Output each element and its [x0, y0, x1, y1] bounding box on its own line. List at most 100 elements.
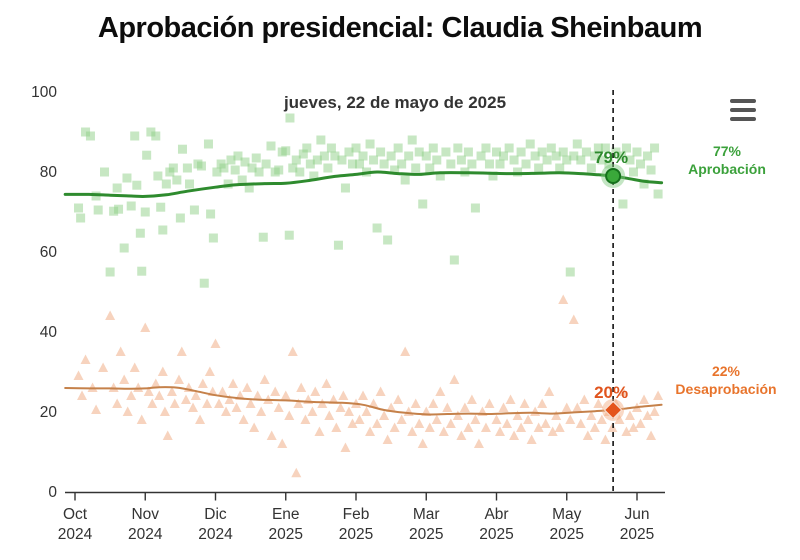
- approval-poll-point: [467, 159, 477, 169]
- approval-poll-point: [425, 163, 435, 173]
- approval-poll-point: [284, 230, 294, 240]
- x-tick-month-label: Dic: [204, 506, 227, 523]
- disapproval-poll-point: [256, 406, 267, 416]
- disapproval-poll-point: [140, 322, 151, 332]
- approval-poll-point: [604, 159, 614, 169]
- disapproval-poll-point: [277, 438, 288, 448]
- disapproval-poll-point: [112, 398, 123, 408]
- disapproval-highlight-marker[interactable]: [603, 400, 623, 420]
- disapproval-poll-point: [480, 422, 491, 432]
- approval-poll-point: [312, 155, 322, 165]
- approval-poll-point: [495, 159, 505, 169]
- disapproval-poll-point: [238, 414, 249, 424]
- approval-poll-point: [404, 151, 414, 161]
- disapproval-poll-point: [284, 410, 295, 420]
- approval-poll-point: [74, 203, 84, 213]
- disapproval-poll-point: [509, 430, 520, 440]
- approval-poll-point: [446, 159, 456, 169]
- approval-poll-point: [126, 201, 136, 211]
- disapproval-poll-point: [424, 422, 435, 432]
- disapproval-poll-point: [143, 386, 154, 396]
- disapproval-poll-point: [307, 406, 318, 416]
- approval-poll-point: [305, 159, 315, 169]
- approval-end-value: 77%: [712, 143, 742, 159]
- approval-poll-point: [244, 183, 254, 193]
- y-tick-label: 40: [40, 324, 58, 341]
- approval-poll-point: [625, 155, 635, 165]
- disapproval-poll-point: [456, 430, 467, 440]
- disapproval-poll-point: [470, 414, 481, 424]
- approval-poll-point: [212, 167, 222, 177]
- approval-poll-point: [509, 155, 519, 165]
- approval-poll-point: [158, 225, 168, 235]
- approval-poll-point: [600, 143, 610, 153]
- x-tick-year-label: 2024: [128, 526, 163, 543]
- approval-poll-point: [199, 278, 209, 288]
- approval-poll-point: [421, 151, 431, 161]
- disapproval-poll-point: [214, 398, 225, 408]
- disapproval-poll-point: [561, 402, 572, 412]
- approval-poll-point: [449, 255, 459, 265]
- disapproval-poll-point: [202, 398, 213, 408]
- disapproval-poll-point: [343, 406, 354, 416]
- disapproval-poll-point: [410, 398, 421, 408]
- approval-poll-point: [621, 143, 631, 153]
- approval-poll-point: [254, 167, 264, 177]
- disapproval-poll-point: [565, 414, 576, 424]
- approval-poll-point: [597, 155, 607, 165]
- disapproval-poll-point: [516, 422, 527, 432]
- approval-poll-point: [219, 163, 229, 173]
- approval-poll-point: [530, 151, 540, 161]
- x-tick-year-label: 2025: [550, 526, 584, 543]
- approval-poll-point: [288, 163, 298, 173]
- approval-poll-point: [499, 151, 509, 161]
- hamburger-bar: [730, 108, 756, 112]
- disapproval-poll-point: [122, 406, 133, 416]
- approval-poll-point: [319, 151, 329, 161]
- disapproval-poll-point: [321, 378, 332, 388]
- approval-scatter-points: [74, 113, 663, 288]
- approval-poll-point: [185, 179, 195, 189]
- disapproval-poll-point: [310, 386, 321, 396]
- disapproval-poll-point: [98, 362, 109, 372]
- approval-poll-point: [590, 151, 600, 161]
- x-tick-month-label: Oct: [63, 506, 88, 523]
- approval-poll-point: [400, 175, 410, 185]
- disapproval-poll-point: [108, 382, 119, 392]
- approval-poll-point: [365, 139, 375, 149]
- approval-poll-point: [182, 163, 192, 173]
- disapproval-poll-point: [512, 410, 523, 420]
- x-tick-year-label: 2025: [620, 526, 654, 543]
- approval-poll-point: [372, 223, 382, 233]
- approval-poll-point: [435, 171, 445, 181]
- approval-highlight-marker[interactable]: [605, 168, 622, 184]
- approval-poll-point: [81, 127, 91, 137]
- disapproval-poll-point: [484, 398, 495, 408]
- approval-poll-point: [441, 147, 451, 157]
- hamburger-menu-icon[interactable]: [730, 98, 758, 122]
- approval-poll-point: [646, 165, 656, 175]
- disapproval-poll-point: [105, 310, 116, 320]
- approval-poll-point: [233, 151, 243, 161]
- disapproval-poll-point: [551, 410, 562, 420]
- approval-poll-point: [390, 165, 400, 175]
- approval-poll-point: [137, 266, 147, 276]
- disapproval-poll-point: [379, 410, 390, 420]
- approval-poll-point: [122, 173, 132, 183]
- disapproval-poll-point: [188, 402, 199, 412]
- disapproval-poll-point: [335, 402, 346, 412]
- disapproval-poll-point: [242, 382, 253, 392]
- approval-poll-point: [397, 159, 407, 169]
- approval-poll-point: [237, 175, 247, 185]
- approval-poll-point: [481, 143, 491, 153]
- disapproval-poll-point: [347, 418, 358, 428]
- approval-poll-point: [358, 151, 368, 161]
- disapproval-poll-point: [579, 394, 590, 404]
- disapproval-poll-point: [445, 418, 456, 428]
- disapproval-poll-point: [159, 406, 170, 416]
- disapproval-poll-point: [624, 410, 635, 420]
- approval-poll-point: [504, 143, 514, 153]
- approval-poll-point: [393, 143, 403, 153]
- approval-poll-point: [470, 203, 480, 213]
- approval-poll-point: [100, 167, 110, 177]
